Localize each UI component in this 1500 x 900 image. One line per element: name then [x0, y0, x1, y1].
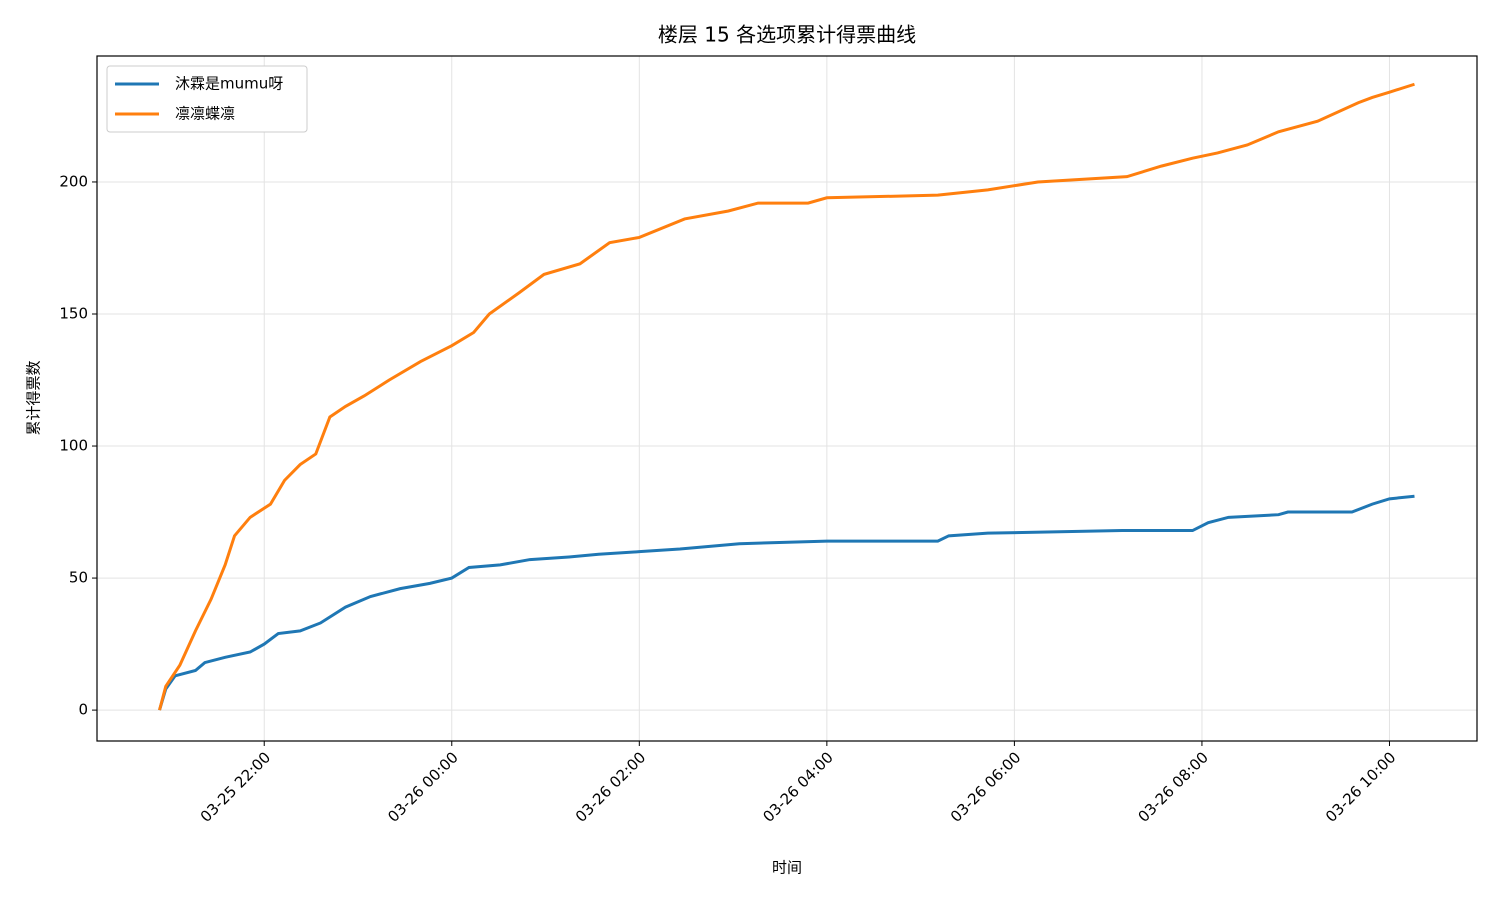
x-tick-label: 03-26 10:00	[1322, 748, 1399, 825]
x-axis-label: 时间	[772, 859, 802, 877]
x-tick-label: 03-26 04:00	[759, 748, 836, 825]
plot-frame	[96, 55, 1478, 742]
x-tick-label: 03-26 08:00	[1134, 748, 1211, 825]
series-line	[158, 82, 1415, 711]
x-tick-label: 03-26 00:00	[384, 748, 461, 825]
x-tick-label: 03-26 02:00	[572, 748, 649, 825]
x-tick-label: 03-25 22:00	[197, 748, 274, 825]
legend-label: 沐霖是mumu呀	[175, 75, 283, 93]
y-tick-label: 0	[78, 701, 88, 719]
y-tick-label: 150	[59, 304, 88, 322]
series-line	[158, 494, 1415, 711]
legend-label: 凛凛蝶凛	[175, 105, 235, 123]
y-tick-label: 100	[59, 437, 88, 455]
y-tick-label: 50	[69, 569, 88, 587]
y-tick-label: 200	[59, 172, 88, 190]
x-tick-label: 03-26 06:00	[947, 748, 1024, 825]
y-axis-label: 累计得票数	[25, 360, 43, 435]
chart-title: 楼层 15 各选项累计得票曲线	[658, 23, 916, 47]
